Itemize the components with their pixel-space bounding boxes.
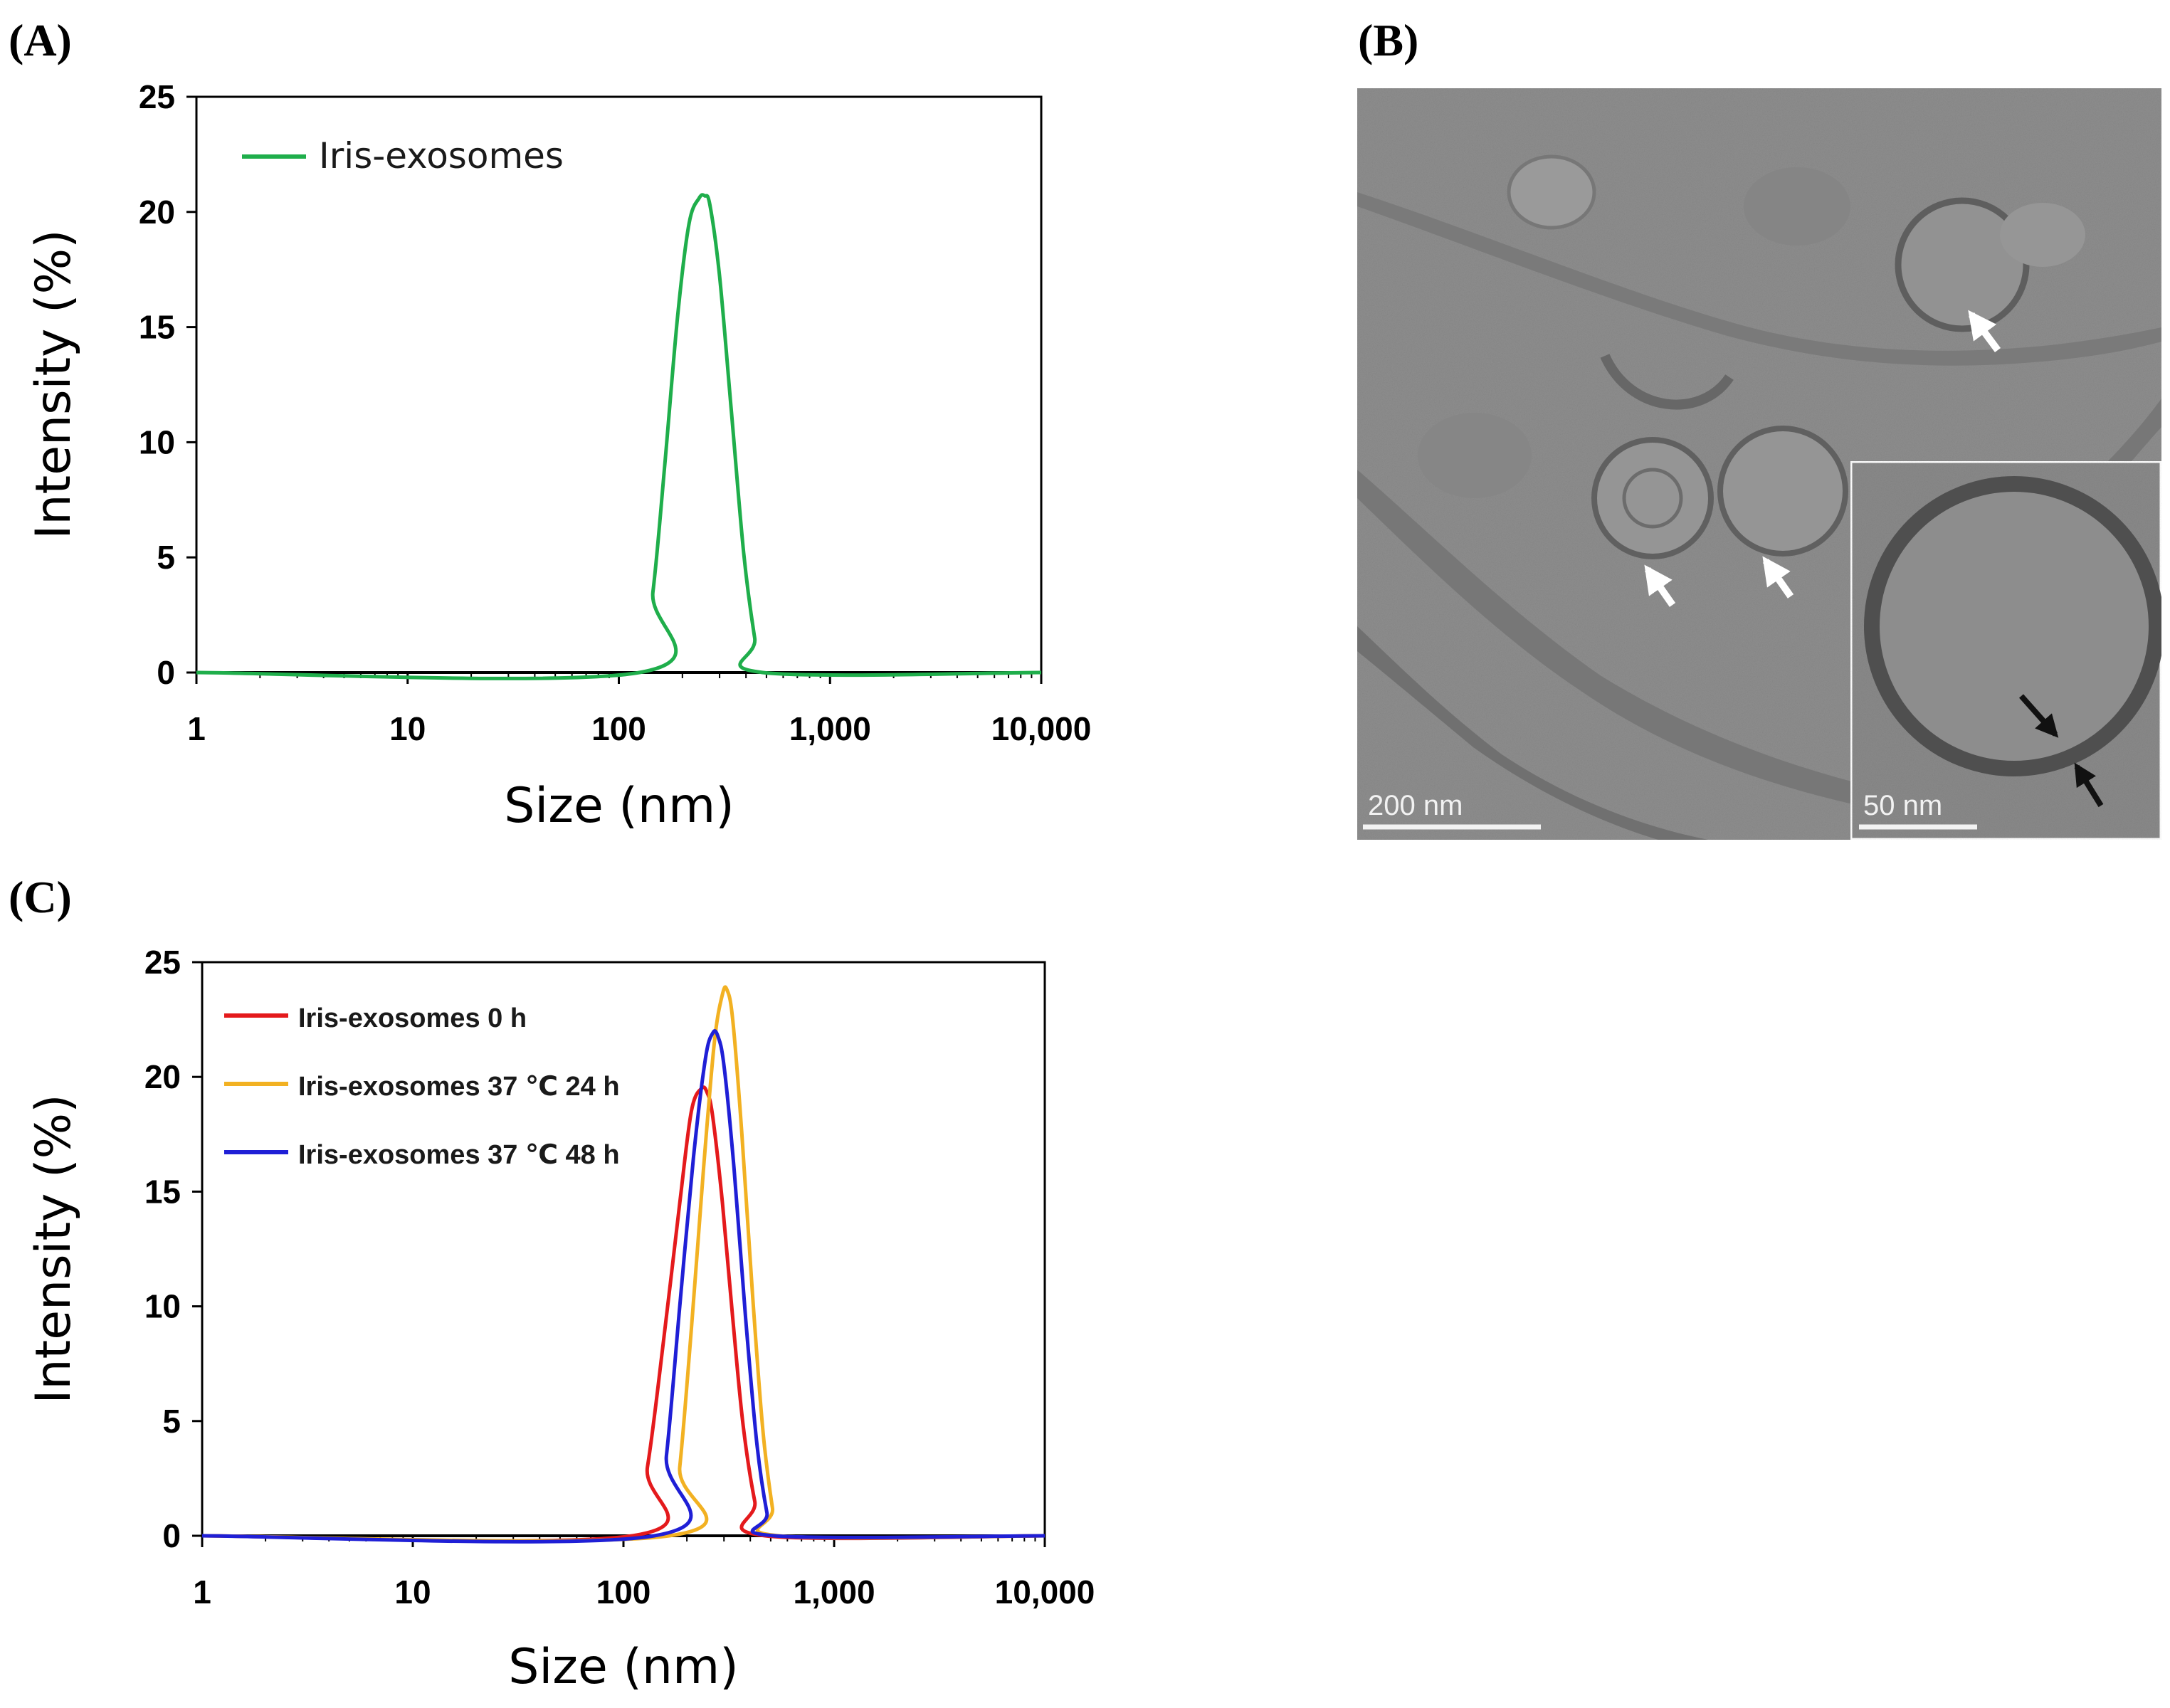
y-tick-label: 10: [144, 1288, 181, 1325]
chart-a-ytick-labels: 0 5 10 15 20 25: [139, 78, 175, 691]
y-tick-label: 20: [139, 194, 175, 231]
panel-c-letter: (C): [9, 872, 72, 922]
chart-c-x-axis-label: Size (nm): [508, 1639, 739, 1695]
panel-a-letter: (A): [9, 15, 72, 65]
y-tick-label: 0: [162, 1517, 181, 1554]
x-tick-label: 10,000: [995, 1573, 1095, 1611]
series-line-c-1: [201, 985, 1046, 1543]
series-line-c-0: [201, 1085, 1046, 1543]
y-tick-label: 25: [139, 78, 175, 115]
chart-a-series: [196, 193, 1042, 680]
scale-label-main: 200 nm: [1368, 790, 1463, 821]
chart-a-plot-frame: [195, 95, 1043, 674]
chart-a-legend: Iris-exosomes: [242, 135, 564, 176]
x-tick-label: 1: [187, 710, 206, 747]
chart-a-xtick-labels: 1 10 100 1,000 10,000: [187, 710, 1091, 747]
chart-a-x-axis-label: Size (nm): [504, 778, 734, 834]
legend-label: Iris-exosomes 37 ℃ 48 h: [298, 1140, 620, 1170]
panel-b-letter: (B): [1358, 15, 1418, 65]
x-tick-label: 1: [193, 1573, 211, 1611]
tem-inset: 50 nm: [1848, 459, 2161, 840]
y-tick-label: 20: [144, 1058, 181, 1095]
y-tick-label: 15: [144, 1173, 181, 1210]
chart-c-xtick-labels: 1 10 100 1,000 10,000: [193, 1573, 1095, 1611]
chart-c-plot-frame: [201, 961, 1046, 1537]
x-tick-label: 100: [591, 710, 646, 747]
y-tick-label: 10: [139, 423, 175, 460]
chart-c-series: [201, 985, 1046, 1544]
x-tick-label: 1,000: [789, 710, 871, 747]
y-tick-label: 0: [157, 654, 175, 691]
x-tick-label: 100: [596, 1573, 651, 1611]
y-tick-label: 5: [157, 539, 175, 576]
x-tick-label: 10,000: [991, 710, 1092, 747]
legend-label: Iris-exosomes 37 ℃ 24 h: [298, 1072, 620, 1102]
scale-label-inset: 50 nm: [1863, 790, 1942, 821]
x-tick-label: 10: [389, 710, 426, 747]
y-tick-label: 25: [144, 944, 181, 981]
chart-a-y-axis-label: Intensity (%): [26, 229, 82, 539]
x-tick-label: 10: [394, 1573, 431, 1611]
series-line-a-0: [196, 193, 1042, 680]
legend-label: Iris-exosomes: [319, 135, 564, 176]
y-tick-label: 5: [162, 1403, 181, 1440]
chart-a: 0 5 10 15 20 25 1 10 100 1,000 10,000 Iris-exosom…: [26, 78, 1091, 834]
chart-c-ytick-labels: 0 5 10 15 20 25: [144, 944, 181, 1554]
tem-micrograph: 200 nm 50 nm: [1357, 88, 2161, 840]
chart-c-y-axis-label: Intensity (%): [26, 1094, 82, 1403]
chart-c-legend: Iris-exosomes 0 h Iris-exosomes 37 ℃ 24 h…: [224, 1003, 620, 1170]
y-tick-label: 15: [139, 309, 175, 346]
chart-c: 0 5 10 15 20 25 1 10 100 1,000 10,000 Iris-exosom…: [26, 944, 1095, 1695]
series-line-c-2: [201, 1029, 1046, 1544]
legend-label: Iris-exosomes 0 h: [298, 1003, 527, 1033]
x-tick-label: 1,000: [793, 1573, 875, 1611]
